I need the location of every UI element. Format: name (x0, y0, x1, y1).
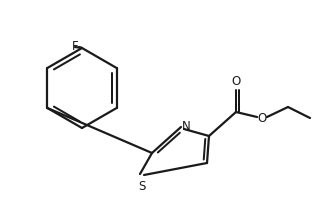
Text: S: S (138, 180, 146, 193)
Text: N: N (182, 120, 191, 133)
Text: F: F (72, 40, 78, 54)
Text: O: O (232, 75, 241, 88)
Text: O: O (257, 113, 267, 125)
